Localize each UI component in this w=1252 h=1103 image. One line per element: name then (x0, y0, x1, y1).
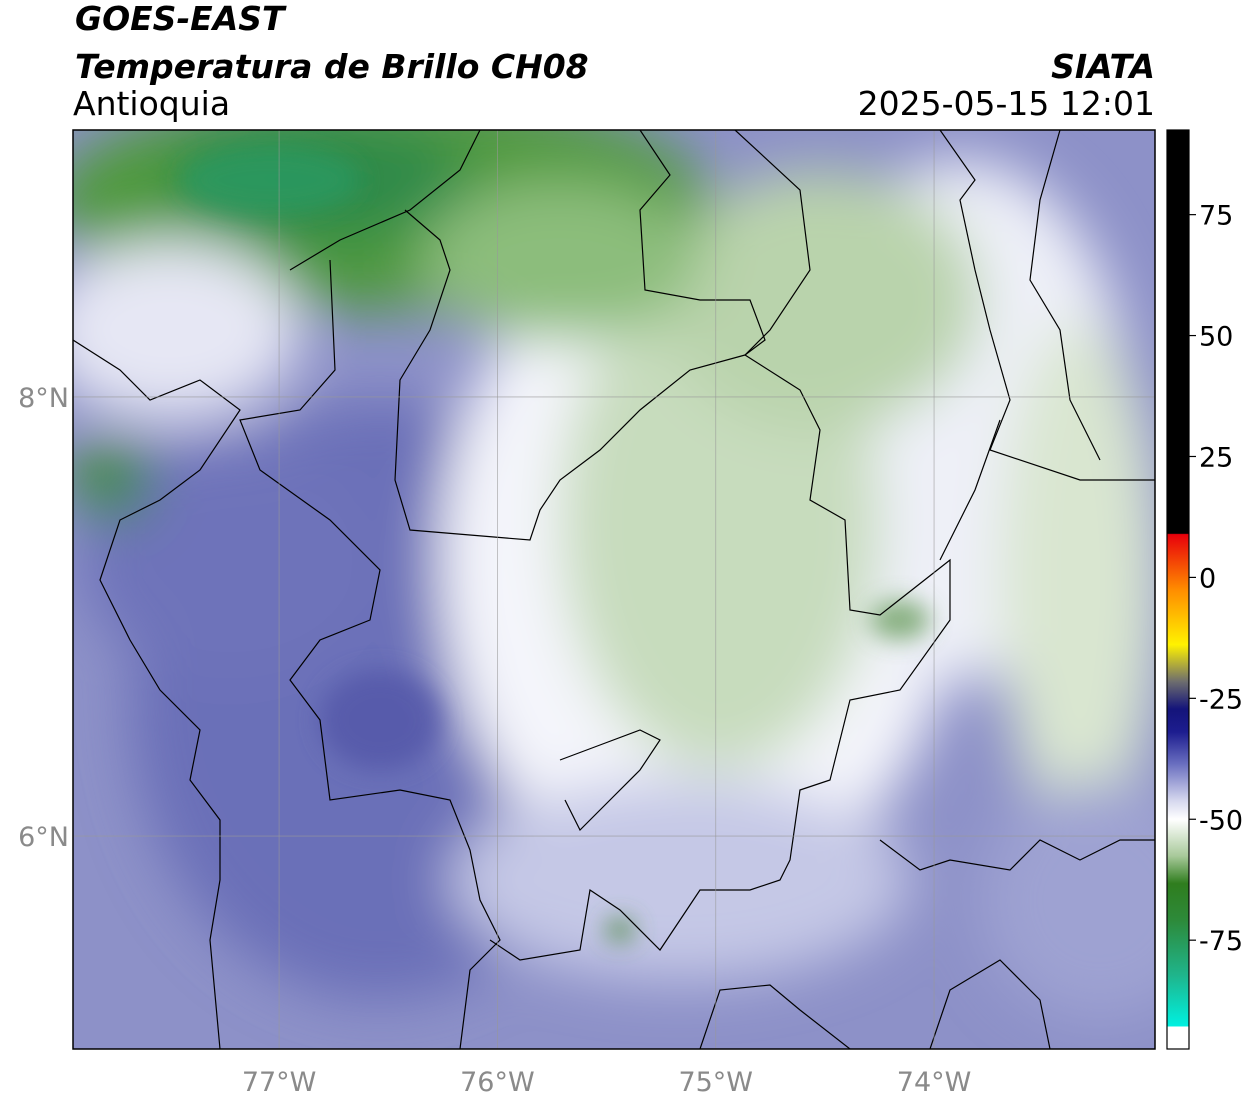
x-tick-label: 77°W (242, 1067, 317, 1098)
colorbar-tick-label: -75 (1199, 926, 1243, 957)
x-tick-label: 74°W (897, 1067, 972, 1098)
colorbar-tick-label: 50 (1199, 322, 1233, 353)
colorbar-tick-label: 25 (1199, 442, 1233, 473)
title: GOES-EAST (75, 0, 287, 38)
colorbar-tick-label: -50 (1199, 805, 1243, 836)
x-tick-label: 75°W (678, 1067, 753, 1098)
map-frame (72, 129, 1156, 1050)
datetime: 2025-05-15 12:01 (858, 84, 1155, 123)
colorbar-ticks: -75 -50 -25 0 25 50 75 (1189, 201, 1243, 957)
colorbar-tick-label: 0 (1199, 563, 1216, 594)
y-tick-label: 6°N (18, 822, 69, 853)
source: SIATA (1051, 47, 1155, 86)
x-tick-label: 76°W (460, 1067, 535, 1098)
map-field (73, 130, 1155, 1049)
colorbar-tick-label: 75 (1199, 201, 1233, 232)
grid (73, 130, 1155, 1049)
region: Antioquia (73, 84, 230, 123)
colorbar-tick-label: -25 (1199, 684, 1243, 715)
y-tick-label: 8°N (18, 383, 69, 414)
colorbar (1166, 129, 1190, 1050)
subtitle: Temperatura de Brillo CH08 (75, 47, 589, 86)
